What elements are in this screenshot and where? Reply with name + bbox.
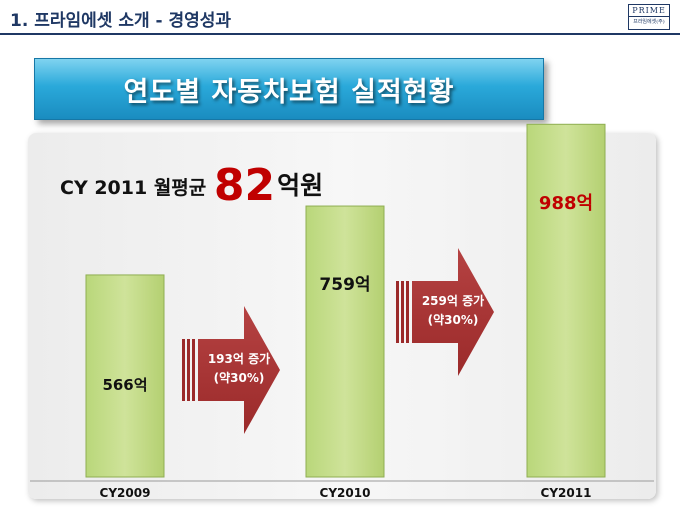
growth-amount-label: 259억 증가 xyxy=(422,293,484,308)
bar-CY2011 xyxy=(526,123,606,478)
logo-text-bottom: 프라임에셋(주) xyxy=(633,19,665,25)
bar-value-label-CY2010: 759억 xyxy=(319,275,370,295)
arrow-shape xyxy=(412,248,494,376)
growth-percent-label: (약30%) xyxy=(214,370,265,385)
growth-amount-label: 193억 증가 xyxy=(208,351,270,366)
bar-CY2010 xyxy=(305,205,385,478)
subtitle-suffix: 억원 xyxy=(277,171,324,200)
arrow-shape xyxy=(198,306,280,434)
arrow-stripe xyxy=(396,281,399,343)
arrow-stripe xyxy=(192,339,195,401)
bar-CY2009 xyxy=(85,274,165,478)
chart-subtitle: CY 2011 월평균 82억원 xyxy=(60,160,323,211)
arrow-stripe xyxy=(182,339,185,401)
x-tick-label-CY2009: CY2009 xyxy=(100,486,151,500)
subtitle-number: 82 xyxy=(213,160,276,211)
banner-title: 연도별 자동차보험 실적현황 xyxy=(123,76,455,108)
subtitle-prefix: CY 2011 월평균 xyxy=(60,177,207,199)
arrow-stripe xyxy=(401,281,404,343)
header-divider xyxy=(0,33,680,35)
arrow-stripe xyxy=(406,281,409,343)
page-title: 1. 프라임에셋 소개 - 경영성과 xyxy=(10,11,232,31)
x-tick-label-CY2011: CY2011 xyxy=(541,486,592,500)
growth-percent-label: (약30%) xyxy=(428,312,479,327)
growth-arrow-2: 259억 증가 (약30%) xyxy=(396,248,494,376)
bar-value-label-CY2011: 988억 xyxy=(539,193,593,214)
section-banner: 연도별 자동차보험 실적현황 xyxy=(34,58,544,120)
arrow-stripe xyxy=(187,339,190,401)
growth-arrow-1: 193억 증가 (약30%) xyxy=(182,306,280,434)
company-logo: PRIME 프라임에셋(주) xyxy=(628,4,670,30)
bar-value-label-CY2009: 566억 xyxy=(102,376,147,394)
logo-text-top: PRIME xyxy=(629,5,669,17)
x-tick-label-CY2010: CY2010 xyxy=(320,486,371,500)
